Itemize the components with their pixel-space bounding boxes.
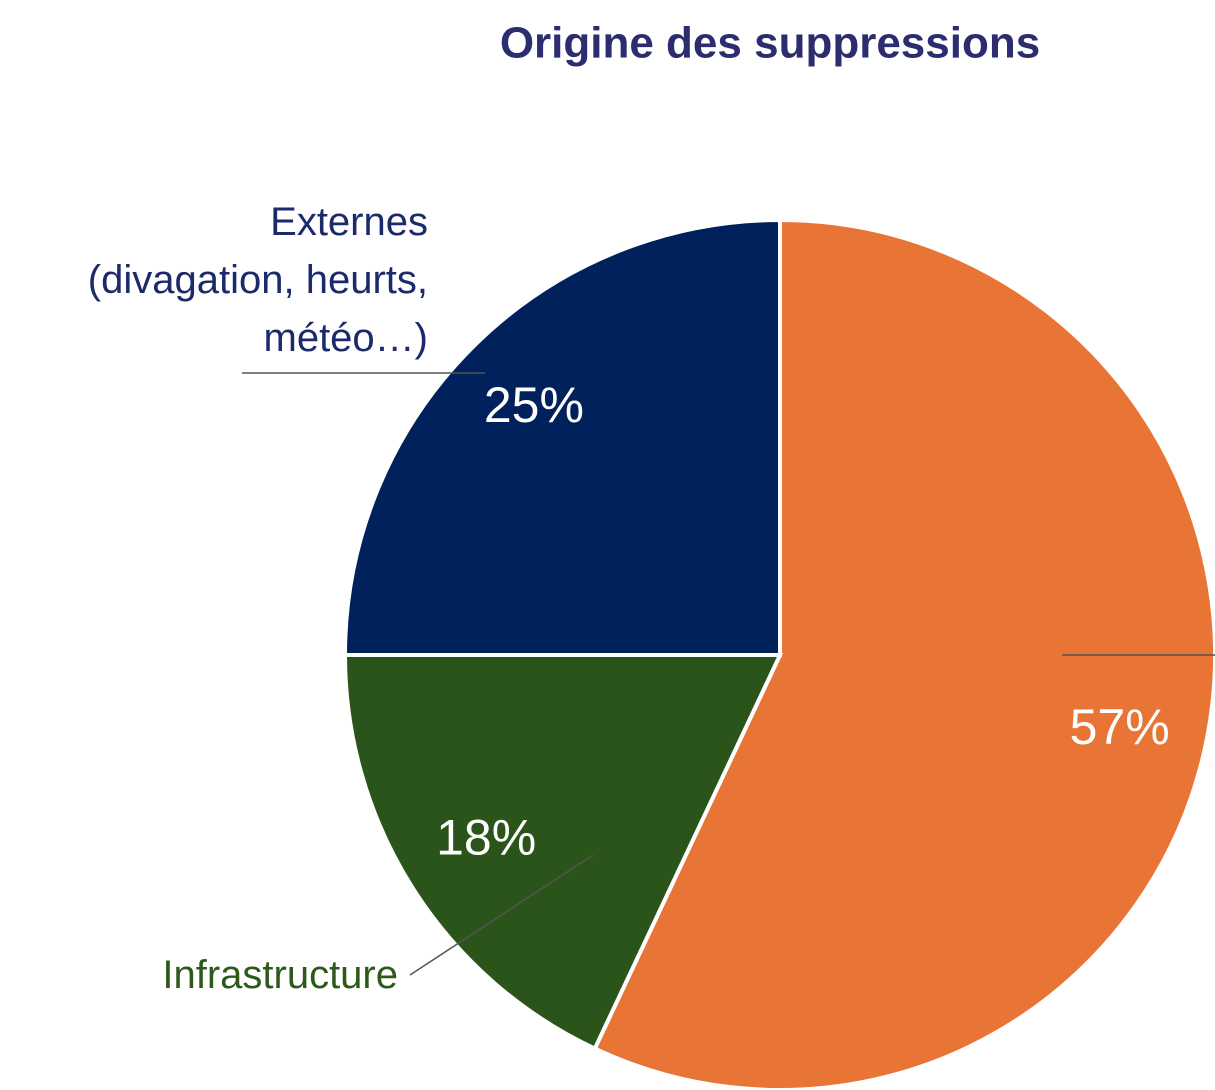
value-label: 18% [436,810,536,866]
value-label: 57% [1070,699,1170,755]
pie-slice [342,217,782,657]
category-label: Externes (divagation, heurts, météo…) [87,200,428,360]
leader-line [409,854,594,976]
slices [342,217,1215,1090]
category-label: Infrastructure [162,953,398,997]
pie-slice [342,653,784,1052]
value-label: 25% [484,377,584,433]
chart-title: Origine des suppressions [500,19,1040,68]
pie-slice [592,217,1215,1090]
